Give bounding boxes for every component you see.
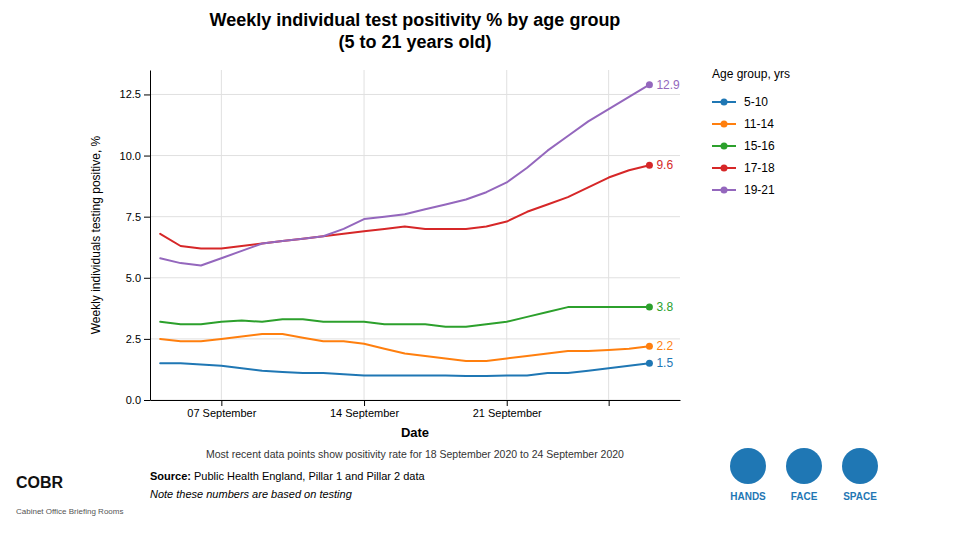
tick: 5.0 — [126, 272, 150, 284]
plot-area — [160, 81, 653, 376]
legend-label: 19-21 — [744, 183, 775, 197]
grid-line-x — [221, 70, 222, 400]
tick-mark — [221, 400, 222, 406]
tick: 07 September — [187, 400, 256, 419]
tick-label: 0.0 — [126, 394, 141, 406]
legend-item: 5-10 — [712, 95, 768, 109]
tick: 14 September — [330, 400, 399, 419]
icon-label: SPACE — [843, 491, 877, 502]
tick-mark — [609, 400, 610, 406]
legend-label: 11-14 — [744, 117, 774, 131]
tick-label: 10.0 — [120, 150, 141, 162]
tick: 10.0 — [120, 150, 150, 162]
icon-label: FACE — [791, 491, 818, 502]
title: Weekly individual test positivity % by a… — [210, 10, 621, 52]
logo-text: COBR — [16, 474, 64, 491]
series-line — [160, 334, 649, 361]
tick-mark — [364, 400, 365, 406]
end-label: 9.6 — [656, 158, 673, 172]
series-line — [160, 363, 649, 376]
tick-label: 12.5 — [120, 88, 141, 100]
tick: 0.0 — [126, 394, 150, 406]
series-line — [160, 307, 649, 327]
source-text: Public Health England, Pillar 1 and Pill… — [191, 470, 425, 482]
note: Note these numbers are based on testing — [150, 488, 353, 500]
legend-marker — [721, 99, 728, 106]
axis-line — [150, 71, 151, 401]
legend-label: 5-10 — [744, 95, 768, 109]
tick-label: 5.0 — [126, 272, 141, 284]
tick-label: 21 September — [473, 407, 542, 419]
grid-line-y — [150, 400, 680, 401]
icon-circle — [842, 448, 878, 484]
tick-label: 7.5 — [126, 211, 141, 223]
tick-mark — [144, 339, 150, 340]
grid-line-x — [364, 70, 365, 400]
x-axis: 07 September 14 September 21 September — [151, 400, 681, 419]
grid-line-y — [150, 216, 680, 217]
end-point — [646, 360, 653, 367]
legend-item: 15-16 — [712, 139, 775, 153]
tick: 2.5 — [126, 333, 150, 345]
icon-circle — [730, 448, 766, 484]
tick — [609, 400, 610, 406]
legend-marker — [721, 165, 728, 172]
end-point — [646, 162, 653, 169]
title-line: (5 to 21 years old) — [338, 32, 491, 52]
grid-line-y — [150, 94, 680, 95]
tick-label: 2.5 — [126, 333, 141, 345]
tick-mark — [144, 278, 150, 279]
grid-line-y — [150, 277, 680, 278]
source-label: Source: — [150, 470, 191, 482]
legend-marker — [721, 143, 728, 150]
end-label: 1.5 — [656, 356, 673, 370]
legend-marker — [721, 121, 728, 128]
caption: Most recent data points show positivity … — [206, 448, 624, 460]
tick: 7.5 — [126, 211, 150, 223]
y-axis: 0.0 2.5 5.0 7.5 10.0 12.5 — [120, 71, 151, 407]
tick-mark — [144, 156, 150, 157]
legend-title: Age group, yrs — [712, 67, 790, 81]
end-point — [646, 343, 653, 350]
series-line — [160, 85, 649, 266]
tick-label: 07 September — [187, 407, 256, 419]
end-label: 2.2 — [656, 339, 673, 353]
end-point — [646, 304, 653, 311]
tick: 21 September — [473, 400, 542, 419]
grid-line-y — [150, 155, 680, 156]
tick-mark — [507, 400, 508, 406]
legend-item: 19-21 — [712, 183, 775, 197]
end-label: 3.8 — [656, 300, 673, 314]
grid — [150, 70, 680, 400]
legend-marker — [721, 187, 728, 194]
tick: 12.5 — [120, 88, 150, 100]
grid-line-x — [506, 70, 507, 400]
legend: Age group, yrs 5-10 11-14 15-16 17-18 19-21 — [712, 67, 790, 197]
chart: Weekly individual test positivity % by a… — [0, 0, 960, 539]
legend-label: 17-18 — [744, 161, 775, 175]
axis-line — [151, 400, 681, 401]
tick-mark — [144, 217, 150, 218]
legend-item: 17-18 — [712, 161, 775, 175]
logo-subtitle: Cabinet Office Briefing Rooms — [16, 507, 123, 516]
tick-mark — [144, 94, 150, 95]
source: Source: Public Health England, Pillar 1 … — [150, 470, 425, 482]
tick-label: 14 September — [330, 407, 399, 419]
icon-label: HANDS — [730, 491, 766, 502]
end-label: 12.9 — [656, 78, 680, 92]
end-point — [646, 81, 653, 88]
series-line — [160, 165, 649, 248]
icons: HANDS FACE SPACE — [730, 448, 878, 502]
icon-circle — [786, 448, 822, 484]
y-axis-title: Weekly individuals testing positive, % — [89, 135, 103, 334]
title-line: Weekly individual test positivity % by a… — [210, 10, 621, 30]
x-axis-title: Date — [401, 425, 429, 440]
legend-label: 15-16 — [744, 139, 775, 153]
tick-mark — [144, 400, 150, 401]
legend-item: 11-14 — [712, 117, 774, 131]
